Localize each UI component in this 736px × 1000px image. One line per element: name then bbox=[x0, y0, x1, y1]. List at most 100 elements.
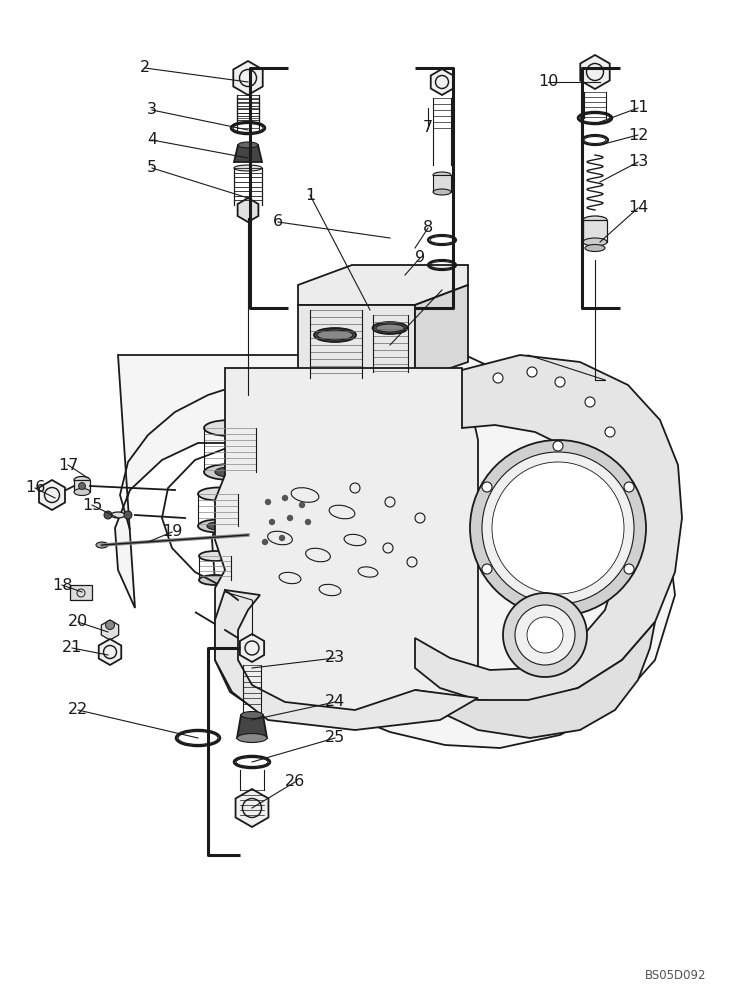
Polygon shape bbox=[99, 639, 121, 665]
Text: 15: 15 bbox=[82, 497, 102, 512]
Circle shape bbox=[585, 397, 595, 407]
Text: 18: 18 bbox=[52, 578, 72, 592]
Ellipse shape bbox=[199, 551, 231, 561]
Polygon shape bbox=[234, 145, 262, 162]
Bar bbox=[583, 220, 607, 242]
Ellipse shape bbox=[207, 522, 229, 530]
Ellipse shape bbox=[234, 165, 262, 171]
Circle shape bbox=[553, 605, 563, 615]
Ellipse shape bbox=[96, 542, 108, 548]
Text: 9: 9 bbox=[415, 250, 425, 265]
Text: 20: 20 bbox=[68, 614, 88, 630]
Ellipse shape bbox=[237, 734, 267, 742]
Polygon shape bbox=[240, 634, 264, 662]
Text: 11: 11 bbox=[628, 101, 648, 115]
Ellipse shape bbox=[74, 477, 90, 484]
Circle shape bbox=[263, 540, 267, 544]
Circle shape bbox=[482, 564, 492, 574]
Circle shape bbox=[555, 377, 565, 387]
Ellipse shape bbox=[204, 464, 256, 480]
Polygon shape bbox=[415, 355, 682, 702]
Circle shape bbox=[104, 511, 112, 519]
Ellipse shape bbox=[583, 238, 607, 246]
Ellipse shape bbox=[433, 189, 451, 195]
Ellipse shape bbox=[372, 322, 408, 334]
Circle shape bbox=[269, 520, 275, 524]
Circle shape bbox=[624, 564, 634, 574]
Polygon shape bbox=[237, 715, 267, 738]
Ellipse shape bbox=[376, 324, 404, 332]
Text: 24: 24 bbox=[325, 694, 345, 710]
Ellipse shape bbox=[317, 330, 353, 340]
Ellipse shape bbox=[199, 575, 231, 585]
Circle shape bbox=[492, 462, 624, 594]
Polygon shape bbox=[233, 61, 263, 95]
Circle shape bbox=[288, 516, 292, 520]
Text: BS05D092: BS05D092 bbox=[645, 969, 706, 982]
Polygon shape bbox=[580, 55, 609, 89]
Polygon shape bbox=[298, 265, 468, 305]
Circle shape bbox=[482, 482, 492, 492]
Text: 22: 22 bbox=[68, 702, 88, 718]
Polygon shape bbox=[415, 285, 468, 380]
Circle shape bbox=[283, 495, 288, 500]
Circle shape bbox=[300, 502, 305, 508]
Circle shape bbox=[105, 620, 115, 630]
Circle shape bbox=[266, 499, 271, 504]
Text: 17: 17 bbox=[58, 458, 78, 473]
Polygon shape bbox=[115, 355, 675, 748]
Polygon shape bbox=[236, 789, 269, 827]
Text: 6: 6 bbox=[273, 215, 283, 230]
Polygon shape bbox=[215, 590, 478, 730]
Ellipse shape bbox=[74, 488, 90, 495]
Circle shape bbox=[470, 440, 646, 616]
Circle shape bbox=[503, 593, 587, 677]
Ellipse shape bbox=[583, 216, 607, 224]
Text: 21: 21 bbox=[62, 641, 82, 656]
Text: 14: 14 bbox=[628, 200, 648, 216]
Bar bbox=[74, 480, 90, 492]
Polygon shape bbox=[39, 480, 65, 510]
Text: 5: 5 bbox=[147, 160, 157, 176]
Text: 26: 26 bbox=[285, 774, 305, 790]
Polygon shape bbox=[102, 620, 118, 640]
Ellipse shape bbox=[198, 488, 238, 500]
Text: 16: 16 bbox=[25, 481, 45, 495]
Circle shape bbox=[515, 605, 575, 665]
Text: 19: 19 bbox=[162, 524, 183, 540]
Circle shape bbox=[553, 441, 563, 451]
Ellipse shape bbox=[204, 420, 256, 436]
Text: 7: 7 bbox=[423, 120, 433, 135]
Ellipse shape bbox=[215, 467, 245, 477]
Ellipse shape bbox=[241, 712, 263, 718]
Polygon shape bbox=[238, 198, 258, 222]
Text: 10: 10 bbox=[538, 75, 558, 90]
Circle shape bbox=[624, 482, 634, 492]
Bar bbox=[70, 585, 92, 600]
Text: 3: 3 bbox=[147, 103, 157, 117]
Circle shape bbox=[527, 617, 563, 653]
Circle shape bbox=[305, 520, 311, 524]
Ellipse shape bbox=[585, 244, 605, 251]
Ellipse shape bbox=[314, 328, 356, 342]
Text: 25: 25 bbox=[325, 730, 345, 746]
Bar bbox=[433, 175, 451, 192]
Text: 4: 4 bbox=[147, 132, 157, 147]
Circle shape bbox=[482, 452, 634, 604]
Polygon shape bbox=[431, 69, 453, 95]
Circle shape bbox=[605, 427, 615, 437]
Circle shape bbox=[124, 511, 132, 519]
Text: 1: 1 bbox=[305, 188, 315, 202]
Text: 13: 13 bbox=[628, 154, 648, 169]
Circle shape bbox=[79, 483, 85, 489]
Circle shape bbox=[493, 373, 503, 383]
Ellipse shape bbox=[433, 172, 451, 178]
Polygon shape bbox=[415, 622, 655, 738]
Polygon shape bbox=[215, 368, 478, 728]
Text: 12: 12 bbox=[628, 127, 648, 142]
Polygon shape bbox=[298, 305, 415, 380]
Circle shape bbox=[527, 367, 537, 377]
Circle shape bbox=[280, 536, 285, 540]
Ellipse shape bbox=[198, 520, 238, 532]
Ellipse shape bbox=[238, 142, 258, 148]
